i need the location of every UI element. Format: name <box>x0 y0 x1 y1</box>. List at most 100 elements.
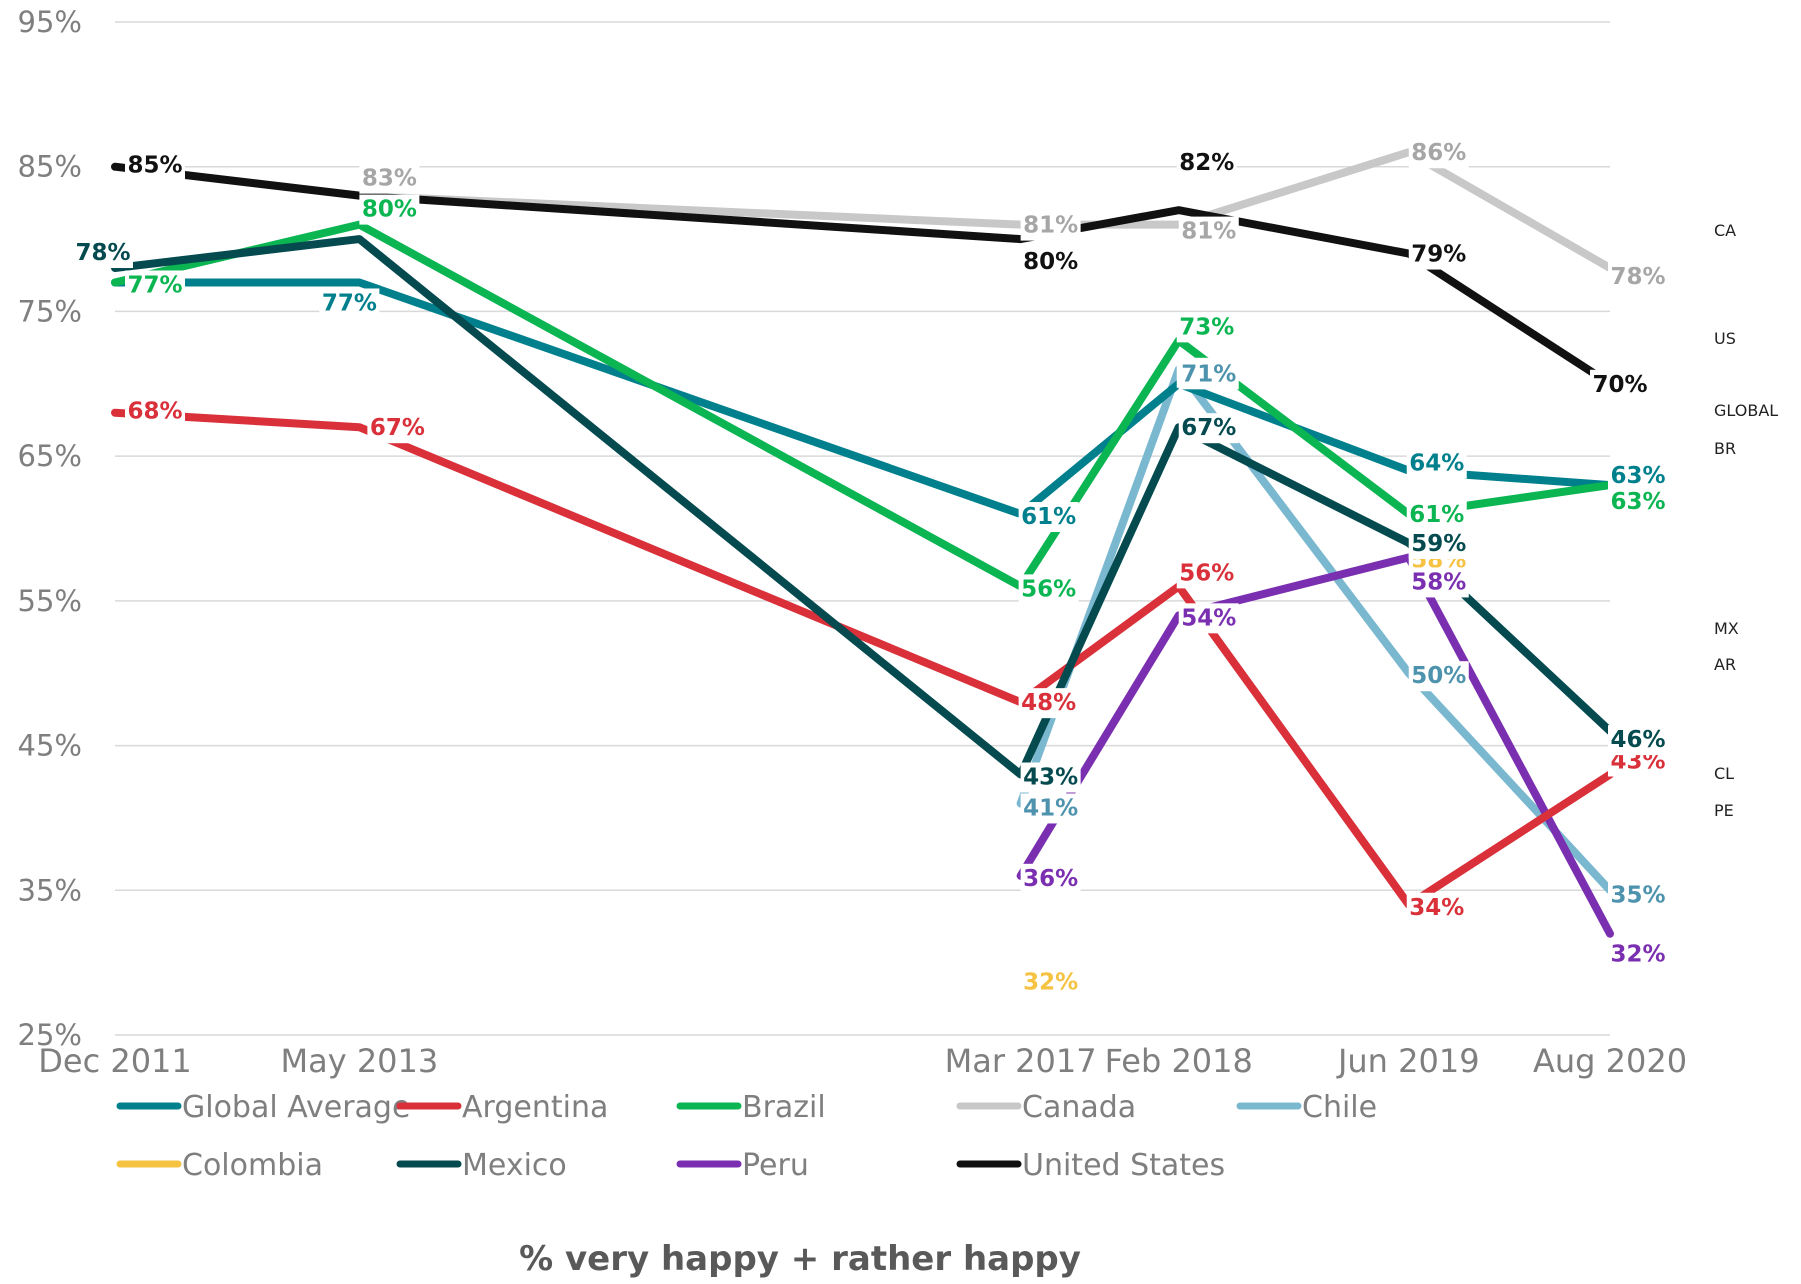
data-label: 68% <box>127 399 182 425</box>
data-label: 56% <box>1179 560 1234 586</box>
x-tick-label: Jun 2019 <box>1336 1042 1480 1080</box>
legend-label: Brazil <box>742 1090 826 1125</box>
data-label: 46% <box>1610 727 1665 753</box>
series-code-label: AR <box>1714 655 1736 674</box>
data-label-bg <box>1020 863 1081 894</box>
x-tick-label: Dec 2011 <box>38 1042 192 1080</box>
data-label-bg <box>1018 574 1079 605</box>
data-label-bg <box>1590 369 1650 400</box>
series-lines <box>111 148 1614 938</box>
data-label-bg <box>1020 793 1081 824</box>
legend-label: Argentina <box>462 1090 608 1125</box>
data-label: 34% <box>1409 895 1464 921</box>
data-label-bg <box>1176 312 1237 343</box>
data-label: 61% <box>1409 502 1464 528</box>
data-label: 83% <box>362 166 417 192</box>
data-label: 32% <box>1023 970 1078 996</box>
data-label: 86% <box>1411 140 1466 166</box>
y-tick-label: 75% <box>18 294 82 328</box>
data-label-bg <box>1176 148 1237 179</box>
series-code-label: CA <box>1714 221 1736 240</box>
y-tick-label: 65% <box>18 439 82 473</box>
series-line-peru <box>1016 553 1614 938</box>
legend-label: Peru <box>742 1148 809 1183</box>
y-tick-label: 95% <box>18 5 82 39</box>
data-label-bg <box>1020 762 1081 793</box>
y-tick-label: 35% <box>18 873 82 907</box>
data-label-bg <box>1408 528 1469 559</box>
series-code-label: PE <box>1714 801 1734 820</box>
data-label-bg <box>1608 461 1668 492</box>
data-label: 43% <box>1023 765 1078 791</box>
data-label-bg <box>1406 500 1467 531</box>
data-label: 63% <box>1610 489 1665 515</box>
legend-label: Colombia <box>182 1148 323 1183</box>
data-label-bg <box>125 150 185 181</box>
data-label: 50% <box>1411 663 1466 689</box>
data-label: 82% <box>1179 150 1234 176</box>
data-label-bg <box>1018 688 1079 719</box>
data-label: 81% <box>1023 213 1078 239</box>
series-line-chile <box>1016 365 1614 895</box>
data-label: 54% <box>1181 605 1236 631</box>
data-label-bg <box>1608 262 1668 293</box>
data-label: 56% <box>1021 576 1076 602</box>
data-label-bg <box>1020 247 1081 278</box>
data-label: 59% <box>1411 531 1466 557</box>
x-tick-label: Aug 2020 <box>1533 1042 1687 1080</box>
data-label: 73% <box>1179 314 1234 340</box>
data-label-bg <box>1020 210 1081 241</box>
data-label: 77% <box>322 290 377 316</box>
data-label-bg <box>125 270 185 301</box>
data-label: 64% <box>1409 451 1464 477</box>
series-code-label: CL <box>1714 764 1734 783</box>
data-labels: 77% 61% 70% 64% 63% 68% 67% 48% 56% 34% 43% 77% 80% 5… <box>73 138 1668 998</box>
data-label: 36% <box>1023 866 1078 892</box>
data-label-bg <box>1178 359 1239 390</box>
legend-label: United States <box>1022 1148 1225 1183</box>
data-label: 67% <box>1181 415 1236 441</box>
data-label-bg <box>359 163 420 194</box>
data-label-bg <box>1178 603 1239 634</box>
data-label-bg <box>1408 567 1469 598</box>
data-label: 78% <box>1610 264 1665 290</box>
data-label: 80% <box>362 197 417 223</box>
data-label-bg <box>1608 487 1668 518</box>
legend-label: Global Average <box>182 1090 410 1125</box>
data-label-bg <box>1176 558 1237 589</box>
series-line-united-states <box>111 162 1614 388</box>
y-axis-ticks: 25% 35% 45% 55% 65% 75% 85% 95% <box>18 5 82 1052</box>
y-tick-label: 45% <box>18 729 82 763</box>
data-label-bg <box>1020 967 1081 998</box>
chart-title: % very happy + rather happy <box>519 1239 1081 1279</box>
data-label: 81% <box>1181 219 1236 245</box>
y-tick-label: 55% <box>18 584 82 618</box>
data-label-bg <box>125 396 185 427</box>
legend-label: Mexico <box>462 1148 567 1183</box>
data-label: 48% <box>1021 690 1076 716</box>
data-label: 63% <box>1610 463 1665 489</box>
data-label-bg <box>1608 725 1668 756</box>
data-label: 35% <box>1610 882 1665 908</box>
data-label-bg <box>319 288 380 319</box>
data-label-bg <box>1018 502 1079 533</box>
series-code-label: GLOBAL <box>1714 401 1778 420</box>
series-line-mexico <box>111 235 1614 779</box>
data-label-bg <box>1408 138 1469 169</box>
data-label-bg <box>1178 413 1239 444</box>
data-label-bg <box>73 238 133 269</box>
legend-label: Canada <box>1022 1090 1136 1125</box>
data-label: 78% <box>75 240 130 266</box>
data-label-bg <box>359 194 420 225</box>
x-tick-label: Feb 2018 <box>1105 1042 1253 1080</box>
data-label: 41% <box>1023 795 1078 821</box>
series-codes: GLOBAL AR BR CA CL MX PE US <box>1714 221 1778 820</box>
data-label: 79% <box>1411 242 1466 268</box>
data-label: 77% <box>127 272 182 298</box>
x-tick-label: Mar 2017 <box>945 1042 1097 1080</box>
data-label: 32% <box>1610 942 1665 968</box>
x-axis-ticks: Dec 2011 May 2013 Mar 2017 Feb 2018 Jun 2019… <box>38 1042 1687 1080</box>
y-tick-label: 85% <box>18 150 82 184</box>
data-label-bg <box>1178 216 1239 247</box>
